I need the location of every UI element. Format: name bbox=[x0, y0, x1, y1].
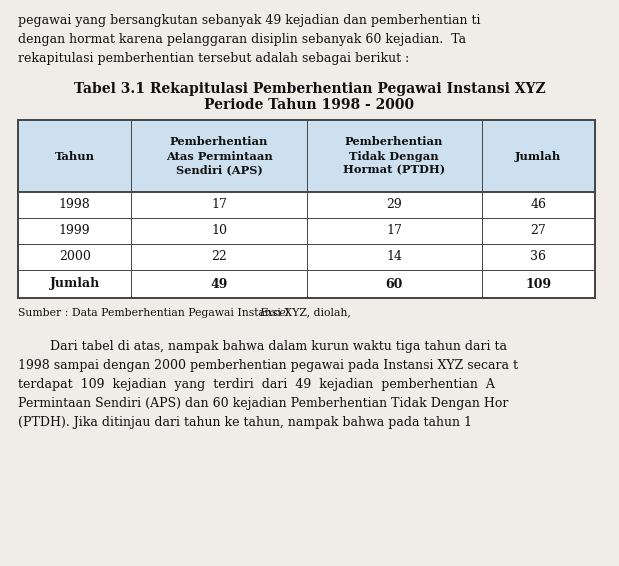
Text: 22: 22 bbox=[211, 251, 227, 264]
Text: 17: 17 bbox=[211, 199, 227, 212]
Text: Pemberhentian
Atas Permintaan
Sendiri (APS): Pemberhentian Atas Permintaan Sendiri (A… bbox=[166, 136, 272, 175]
Text: 60: 60 bbox=[386, 277, 403, 290]
Text: 27: 27 bbox=[530, 225, 546, 238]
Bar bbox=[18, 192, 131, 218]
Text: 36: 36 bbox=[530, 251, 547, 264]
Text: 49: 49 bbox=[210, 277, 228, 290]
Bar bbox=[131, 270, 306, 298]
Bar bbox=[131, 192, 306, 218]
Text: Dari tabel di atas, nampak bahwa dalam kurun waktu tiga tahun dari ta: Dari tabel di atas, nampak bahwa dalam k… bbox=[18, 340, 507, 353]
Text: 46: 46 bbox=[530, 199, 547, 212]
Text: Jumlah: Jumlah bbox=[50, 277, 100, 290]
Text: (PTDH). Jika ditinjau dari tahun ke tahun, nampak bahwa pada tahun 1: (PTDH). Jika ditinjau dari tahun ke tahu… bbox=[18, 416, 472, 429]
Bar bbox=[482, 120, 595, 192]
Text: 2000: 2000 bbox=[59, 251, 90, 264]
Text: 1999: 1999 bbox=[59, 225, 90, 238]
Bar bbox=[482, 270, 595, 298]
Bar bbox=[306, 270, 482, 298]
Bar bbox=[131, 218, 306, 244]
Bar bbox=[18, 120, 131, 192]
Bar bbox=[482, 244, 595, 270]
Text: Sumber : Data Pemberhentian Pegawai Instansi XYZ, diolah,: Sumber : Data Pemberhentian Pegawai Inst… bbox=[18, 308, 354, 318]
Bar bbox=[131, 120, 306, 192]
Text: 17: 17 bbox=[386, 225, 402, 238]
Text: 10: 10 bbox=[211, 225, 227, 238]
Bar bbox=[306, 244, 482, 270]
Bar bbox=[18, 244, 131, 270]
Text: Jumlah: Jumlah bbox=[515, 151, 561, 161]
Bar bbox=[18, 218, 131, 244]
Text: terdapat  109  kejadian  yang  terdiri  dari  49  kejadian  pemberhentian  A: terdapat 109 kejadian yang terdiri dari … bbox=[18, 378, 495, 391]
Text: rekapitulasi pemberhentian tersebut adalah sebagai berikut :: rekapitulasi pemberhentian tersebut adal… bbox=[18, 52, 409, 65]
Text: 1998: 1998 bbox=[59, 199, 90, 212]
Text: Tahun: Tahun bbox=[54, 151, 95, 161]
Bar bbox=[131, 244, 306, 270]
Text: 14: 14 bbox=[386, 251, 402, 264]
Bar bbox=[306, 192, 482, 218]
Text: 109: 109 bbox=[525, 277, 552, 290]
Text: Periode Tahun 1998 - 2000: Periode Tahun 1998 - 2000 bbox=[204, 98, 415, 112]
Bar bbox=[18, 270, 131, 298]
Bar bbox=[482, 192, 595, 218]
Bar bbox=[482, 218, 595, 244]
Text: 29: 29 bbox=[386, 199, 402, 212]
Text: pegawai yang bersangkutan sebanyak 49 kejadian dan pemberhentian ti: pegawai yang bersangkutan sebanyak 49 ke… bbox=[18, 14, 480, 27]
Bar bbox=[306, 120, 482, 192]
Text: Pemberhentian
Tidak Dengan
Hormat (PTDH): Pemberhentian Tidak Dengan Hormat (PTDH) bbox=[343, 136, 445, 175]
Bar bbox=[18, 120, 595, 298]
Text: Excel: Excel bbox=[259, 308, 289, 318]
Bar bbox=[306, 218, 482, 244]
Text: 1998 sampai dengan 2000 pemberhentian pegawai pada Instansi XYZ secara t: 1998 sampai dengan 2000 pemberhentian pe… bbox=[18, 359, 518, 372]
Text: Permintaan Sendiri (APS) dan 60 kejadian Pemberhentian Tidak Dengan Hor: Permintaan Sendiri (APS) dan 60 kejadian… bbox=[18, 397, 508, 410]
Text: dengan hormat karena pelanggaran disiplin sebanyak 60 kejadian.  Ta: dengan hormat karena pelanggaran disipli… bbox=[18, 33, 466, 46]
Text: Tabel 3.1 Rekapitulasi Pemberhentian Pegawai Instansi XYZ: Tabel 3.1 Rekapitulasi Pemberhentian Peg… bbox=[74, 82, 545, 96]
